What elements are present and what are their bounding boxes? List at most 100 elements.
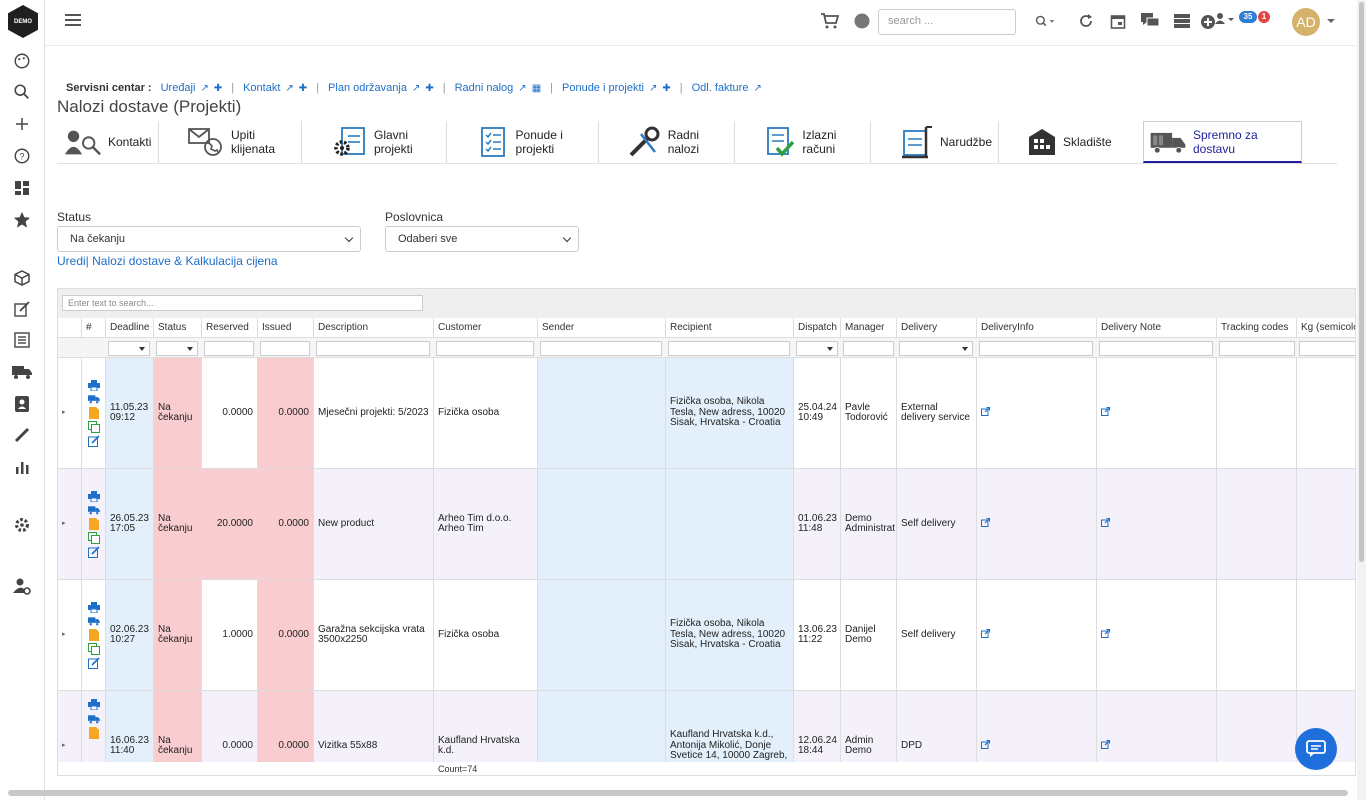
chevron-down-icon[interactable] [1325, 11, 1337, 31]
table-row[interactable]: ▸ 02.06.23 10:27 Na čekanju 1.0000 0.0000 Gar… [58, 580, 1355, 691]
search-input[interactable]: search ... [878, 9, 1016, 35]
truck-icon[interactable] [87, 394, 100, 405]
filter-issued[interactable] [260, 341, 310, 356]
print-icon[interactable] [87, 379, 100, 391]
header-col-deliveryinfo[interactable]: DeliveryInfo [977, 318, 1097, 337]
truck-icon[interactable] [87, 616, 100, 627]
module-client-inquiries[interactable]: Upiti klijenata [187, 121, 302, 163]
contacts-icon[interactable] [12, 394, 32, 414]
link-maintenance-plan[interactable]: Plan održavanja ↗ ✚ [328, 82, 434, 94]
filter-recipient[interactable] [668, 341, 790, 356]
module-contacts[interactable]: Kontakti [64, 121, 159, 163]
file-icon[interactable] [88, 629, 100, 641]
module-ready-for-delivery[interactable]: Spremno za dostavu [1143, 121, 1302, 163]
header-col-hash[interactable]: # [82, 318, 106, 337]
external-link-icon[interactable] [981, 628, 990, 642]
module-work-orders[interactable]: Radni nalozi [627, 121, 735, 163]
external-link-icon[interactable] [1101, 739, 1110, 753]
refresh-icon[interactable] [1076, 11, 1096, 31]
table-row[interactable]: ▸ 11.05.23 09:12 Na čekanju 0.0000 0.0000 Mje… [58, 358, 1355, 469]
filter-status[interactable] [156, 341, 198, 356]
menu-icon[interactable] [65, 14, 81, 26]
module-outgoing-invoices[interactable]: Izlazni računi [763, 121, 871, 163]
add-icon[interactable]: ✚ [662, 82, 671, 94]
print-icon[interactable] [87, 490, 100, 502]
header-col-customer[interactable]: Customer [434, 318, 538, 337]
list-icon[interactable] [12, 330, 32, 350]
filter-dispatch[interactable] [796, 341, 838, 356]
copy-icon[interactable] [87, 643, 100, 655]
row-expand-toggle[interactable]: ▸ [58, 469, 82, 579]
module-orders[interactable]: Narudžbe [900, 121, 999, 163]
external-link-icon[interactable] [981, 739, 990, 753]
add-icon[interactable]: ✚ [298, 82, 308, 94]
palette-icon[interactable] [12, 51, 32, 71]
dashboard-icon[interactable] [12, 178, 32, 198]
search-icon[interactable] [12, 82, 32, 102]
filter-description[interactable] [316, 341, 430, 356]
print-icon[interactable] [87, 601, 100, 613]
plus-icon[interactable] [12, 114, 32, 134]
chat-button[interactable] [1295, 728, 1337, 770]
search-dropdown-icon[interactable] [1035, 11, 1055, 31]
edit-icon[interactable] [87, 546, 100, 558]
header-col-reserved[interactable]: Reserved [202, 318, 258, 337]
link-devices[interactable]: Uređaji ↗ ✚ [160, 82, 223, 94]
calendar-icon[interactable]: ▦ [531, 82, 542, 94]
module-warehouse[interactable]: Skladište [1027, 121, 1112, 163]
add-icon[interactable]: ✚ [213, 82, 223, 94]
grid-search-input[interactable]: Enter text to search... [62, 295, 423, 311]
chat-icon[interactable] [1140, 11, 1160, 31]
edit-icon[interactable] [12, 299, 32, 319]
calendar-icon[interactable] [1108, 11, 1128, 31]
external-link-icon[interactable] [1101, 406, 1110, 420]
cart-icon[interactable] [820, 11, 840, 31]
header-col-status[interactable]: Status [154, 318, 202, 337]
filter-delivery[interactable] [899, 341, 973, 356]
edit-icon[interactable] [87, 657, 100, 669]
copy-icon[interactable] [87, 421, 100, 433]
link-offers-projects[interactable]: Ponude i projekti ↗ ✚ [562, 82, 671, 94]
row-expand-toggle[interactable]: ▸ [58, 580, 82, 690]
row-expand-toggle[interactable]: ▸ [58, 358, 82, 468]
header-col-tracking-codes[interactable]: Tracking codes [1217, 318, 1297, 337]
external-link-icon[interactable] [981, 517, 990, 531]
header-col-recipient[interactable]: Recipient [666, 318, 794, 337]
pencil-icon[interactable] [12, 425, 32, 445]
module-offers-projects[interactable]: Ponude i projekti [477, 121, 599, 163]
edit-icon[interactable] [87, 435, 100, 447]
row-expand-toggle[interactable]: ▸ [58, 691, 82, 775]
filter-customer[interactable] [436, 341, 534, 356]
header-col-sender[interactable]: Sender [538, 318, 666, 337]
avatar[interactable]: AD [1292, 8, 1320, 36]
add-icon[interactable]: ✚ [425, 82, 434, 94]
link-contact[interactable]: Kontakt ↗ ✚ [243, 82, 308, 94]
horizontal-scrollbar[interactable] [8, 790, 1348, 796]
user-settings-icon[interactable] [12, 576, 32, 596]
external-link-icon[interactable] [1101, 628, 1110, 642]
chart-icon[interactable] [12, 457, 32, 477]
file-icon[interactable] [88, 726, 100, 739]
filter-sender[interactable] [540, 341, 662, 356]
status-select[interactable]: Na čekanju [57, 226, 361, 252]
header-col-description[interactable]: Description [314, 318, 434, 337]
header-col-issued[interactable]: Issued [258, 318, 314, 337]
print-icon[interactable] [87, 699, 100, 710]
external-link-icon[interactable] [981, 406, 990, 420]
module-main-projects[interactable]: Glavni projekti [332, 121, 447, 163]
header-col-deadline[interactable]: Deadline [106, 318, 154, 337]
file-icon[interactable] [88, 407, 100, 419]
filter-kg[interactable] [1299, 341, 1355, 356]
filter-tracking-codes[interactable] [1219, 341, 1295, 356]
star-icon[interactable] [12, 210, 32, 230]
filter-reserved[interactable] [204, 341, 254, 356]
link-deferred-invoices[interactable]: Odl. fakture ↗ [691, 82, 762, 94]
header-col-delivery[interactable]: Delivery [897, 318, 977, 337]
external-link-icon[interactable] [1101, 517, 1110, 531]
filter-deadline[interactable] [108, 341, 150, 356]
copy-icon[interactable] [87, 532, 100, 544]
table-row[interactable]: ▸ 26.05.23 17:05 Na čekanju 20.0000 0.0000 Ne… [58, 469, 1355, 580]
settings-icon[interactable] [12, 515, 32, 535]
box-icon[interactable] [12, 268, 32, 288]
header-col-manager[interactable]: Manager [841, 318, 897, 337]
